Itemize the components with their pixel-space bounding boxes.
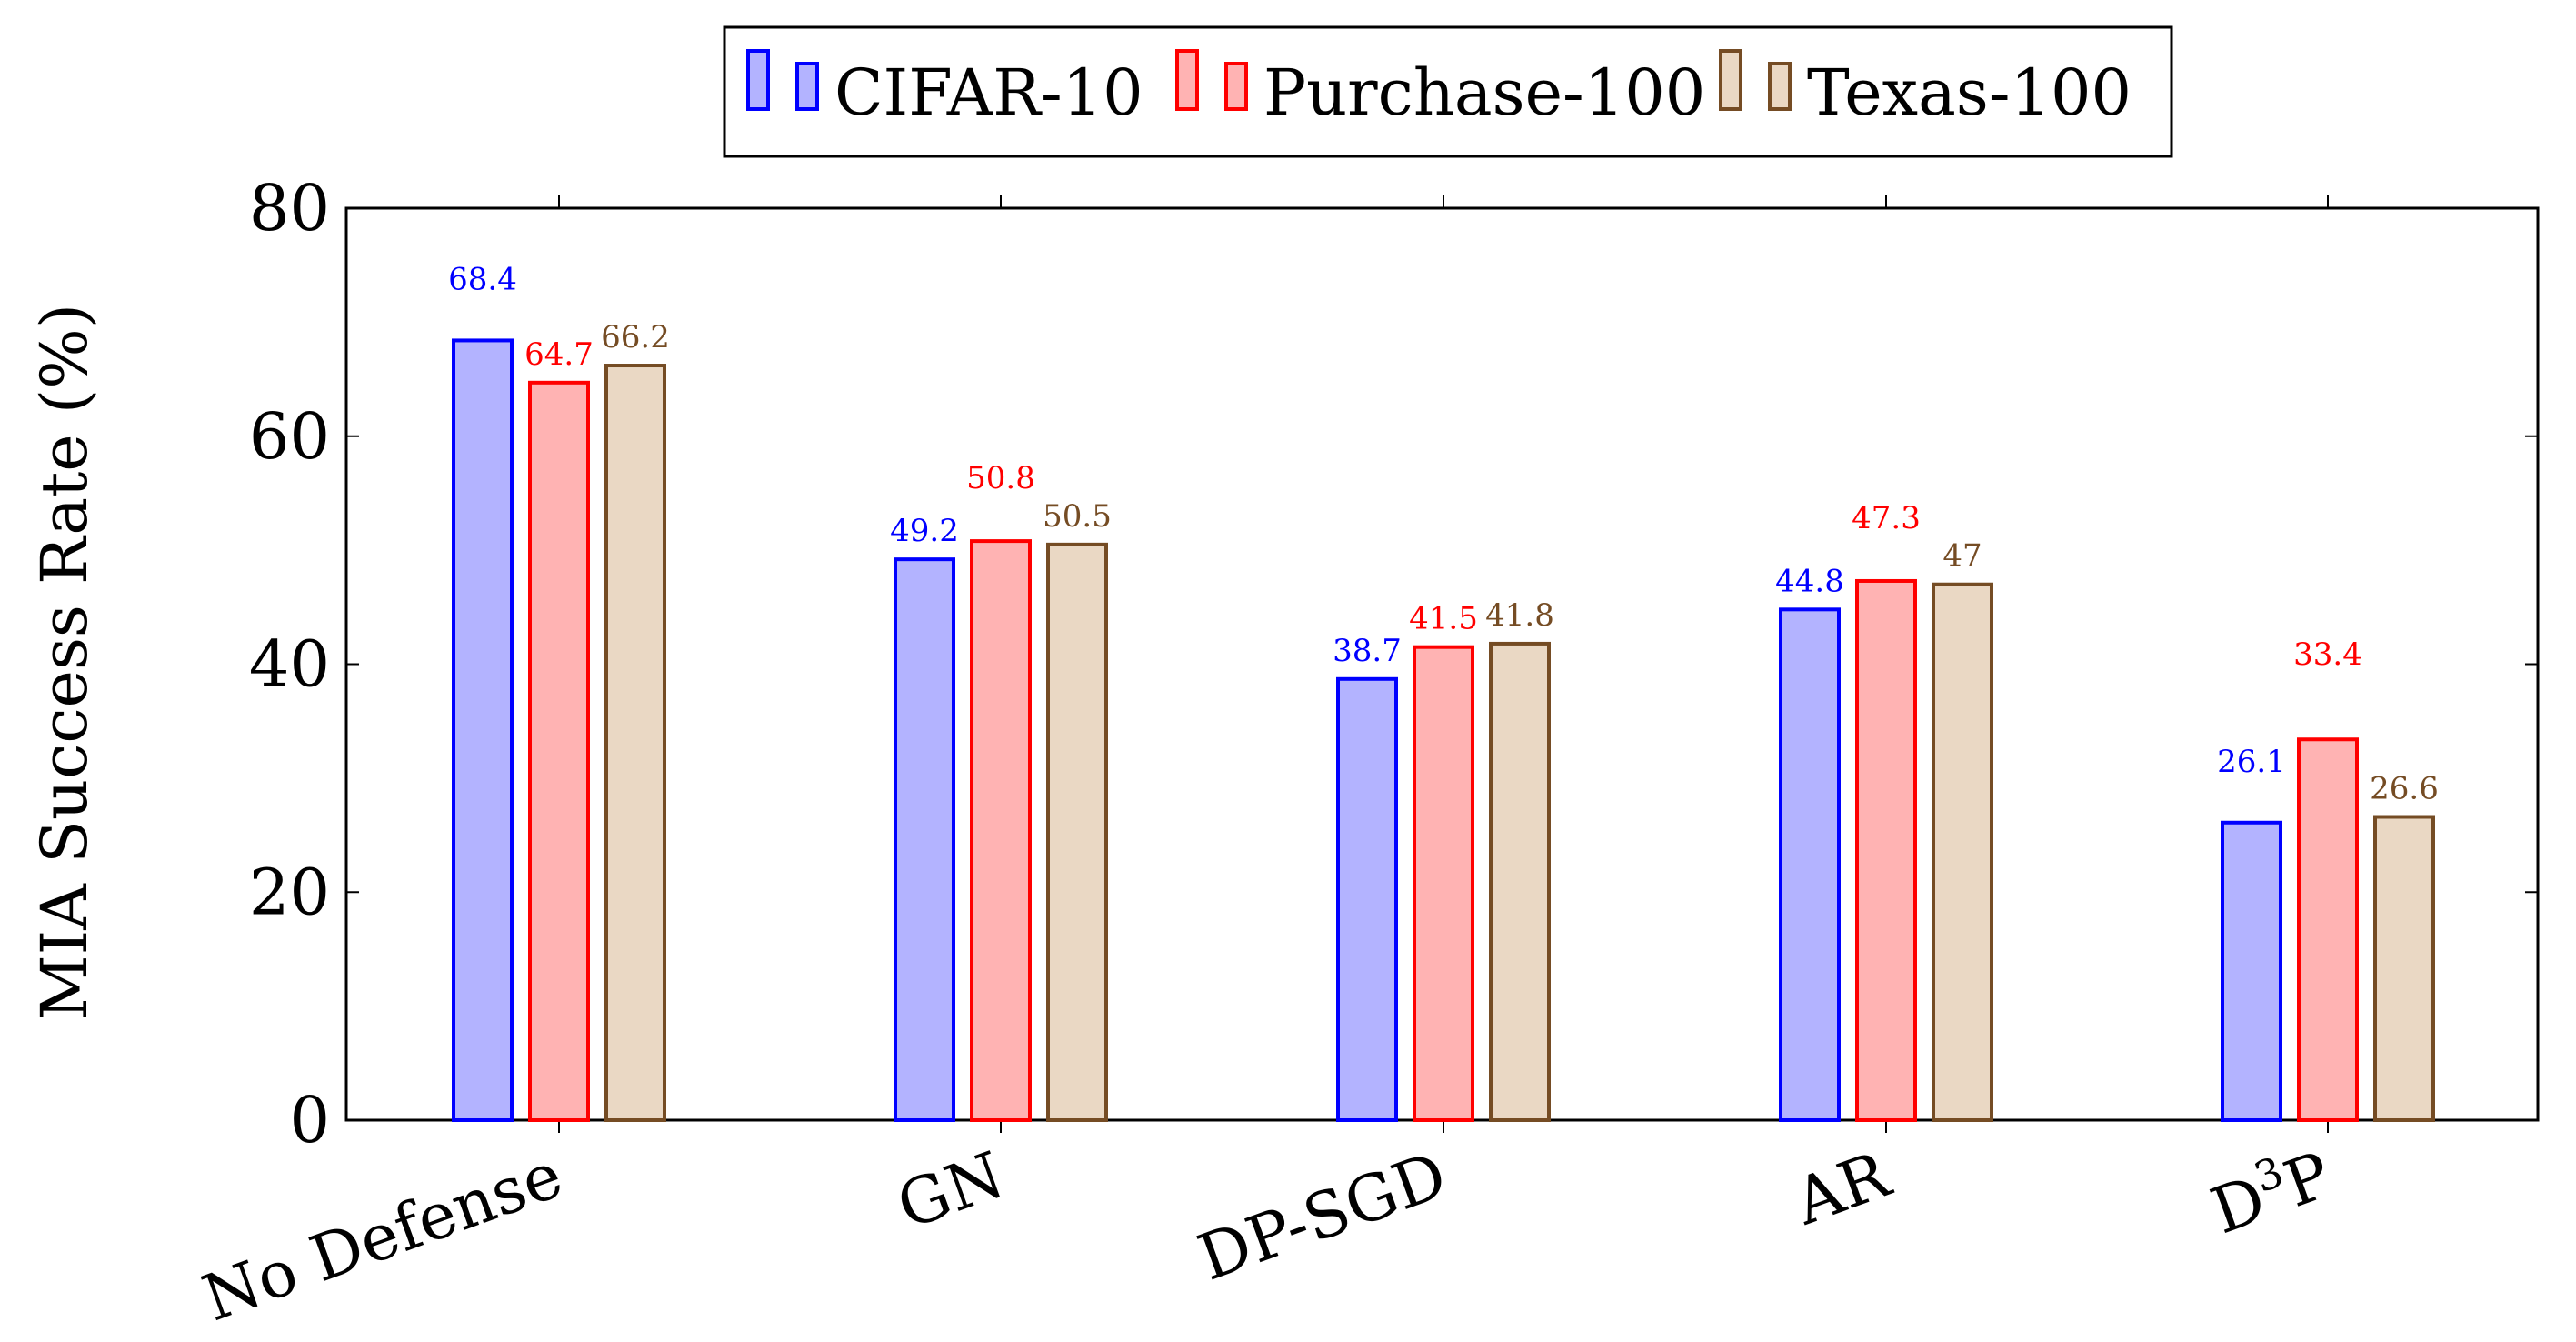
data-label: 44.8 <box>1775 563 1844 599</box>
data-label: 41.5 <box>1409 601 1478 637</box>
y-tick-label: 60 <box>249 399 330 474</box>
bar-texas-100-2 <box>1489 641 1551 1122</box>
legend-entry-texas-100: Texas-100 <box>1719 49 2132 130</box>
data-label: 49.2 <box>890 513 959 549</box>
legend-swatch <box>1224 62 1248 111</box>
legend-label: Purchase-100 <box>1263 55 1705 130</box>
data-label: 41.8 <box>1485 597 1554 634</box>
bar-texas-100-4 <box>2373 815 2435 1122</box>
y-tick-label: 20 <box>249 855 330 929</box>
bar-cifar-10-0 <box>452 338 514 1122</box>
y-tick-label: 80 <box>249 171 330 245</box>
data-label: 38.7 <box>1333 633 1402 669</box>
bar-purchase-100-4 <box>2297 737 2359 1122</box>
bar-texas-100-1 <box>1046 542 1108 1122</box>
legend-swatch <box>1768 62 1792 111</box>
data-label: 50.8 <box>966 460 1035 496</box>
bar-purchase-100-0 <box>528 380 590 1123</box>
legend-swatch <box>746 49 770 111</box>
data-label: 47 <box>1942 538 1982 575</box>
data-label: 47.3 <box>1852 500 1921 536</box>
x-tick-label: DP-SGD <box>1189 1137 1456 1296</box>
x-tick-label-main: GN <box>888 1137 1013 1244</box>
y-tick-label: 0 <box>289 1083 330 1157</box>
legend-swatch <box>1719 49 1742 111</box>
plot-area: 0 20 40 60 80 68.4 49.2 38.7 44.8 26.1 64.7 50.8 41.… <box>194 171 2540 1336</box>
legend-swatch <box>1175 49 1199 111</box>
legend: CIFAR-10 Purchase-100 Texas-100 <box>723 25 2173 158</box>
data-label: 64.7 <box>524 336 594 373</box>
bar-purchase-100-2 <box>1413 645 1474 1122</box>
x-tick-label-tail: P <box>2275 1137 2341 1222</box>
x-tick-label-main: No Defense <box>194 1137 572 1336</box>
legend-box <box>723 25 2173 158</box>
legend-entry-purchase-100: Purchase-100 <box>1175 49 1705 130</box>
data-label: 68.4 <box>448 261 517 297</box>
data-label: 26.6 <box>2370 771 2439 807</box>
data-label: 26.1 <box>2217 744 2286 780</box>
x-tick-label-main: AR <box>1784 1137 1901 1239</box>
legend-entry-cifar-10: CIFAR-10 <box>746 49 1143 130</box>
legend-label: Texas-100 <box>1807 55 2132 130</box>
y-axis-label: MIA Success Rate (%) <box>27 304 102 1020</box>
x-tick-label: GN <box>888 1137 1013 1244</box>
bar-cifar-10-2 <box>1336 676 1398 1123</box>
data-label: 50.5 <box>1043 498 1112 535</box>
bar-texas-100-3 <box>1932 582 1993 1122</box>
bar-purchase-100-1 <box>970 539 1032 1122</box>
bar-cifar-10-4 <box>2221 820 2282 1122</box>
y-tick-label: 40 <box>249 627 330 702</box>
bar-cifar-10-3 <box>1779 607 1841 1122</box>
data-label: 66.2 <box>601 319 670 356</box>
legend-label: CIFAR-10 <box>834 55 1143 130</box>
bar-purchase-100-3 <box>1855 578 1917 1122</box>
x-tick-label: AR <box>1784 1137 1901 1239</box>
legend-swatch <box>795 62 819 111</box>
x-tick-label: D3P <box>2200 1132 2341 1248</box>
x-tick-label: No Defense <box>194 1137 572 1336</box>
data-label: 33.4 <box>2293 636 2362 673</box>
bar-texas-100-0 <box>604 364 666 1122</box>
bar-cifar-10-1 <box>894 557 955 1122</box>
x-tick-label-main: DP-SGD <box>1189 1137 1456 1296</box>
